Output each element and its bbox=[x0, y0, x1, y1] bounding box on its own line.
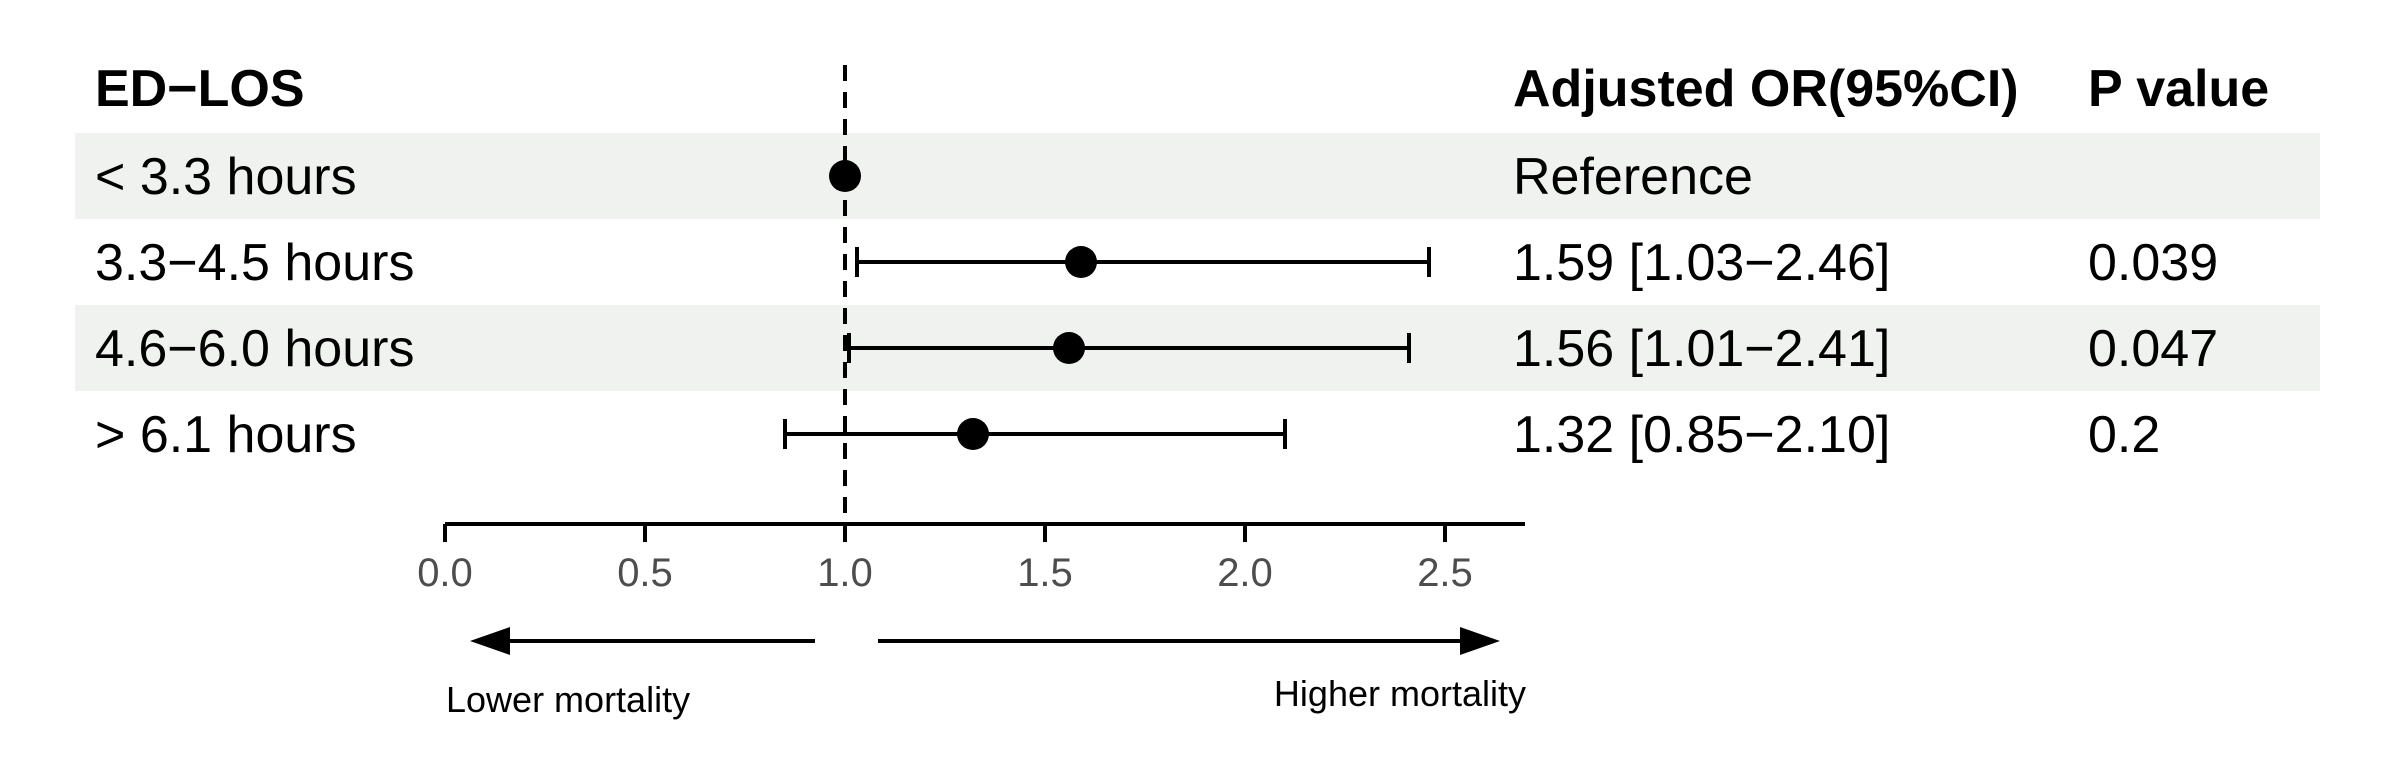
axis-tick-label: 1.5 bbox=[1017, 551, 1073, 595]
estimate-point bbox=[957, 418, 989, 450]
lower-mortality-label: Lower mortality bbox=[446, 679, 690, 720]
axis-tick-label: 1.0 bbox=[817, 551, 873, 595]
row-or-text: Reference bbox=[1513, 148, 1753, 206]
header-adjusted-or: Adjusted OR(95%CI) bbox=[1513, 60, 2019, 118]
axis-tick-label: 0.0 bbox=[417, 551, 473, 595]
estimate-marks bbox=[783, 160, 1431, 450]
row-stripe bbox=[75, 133, 2320, 219]
header-p-value: P value bbox=[2088, 60, 2269, 118]
row-label: < 3.3 hours bbox=[95, 148, 357, 206]
higher-arrow-head bbox=[1460, 627, 1500, 655]
estimate-point bbox=[829, 160, 861, 192]
header-group: ED−LOS bbox=[95, 60, 305, 118]
axis-tick-label: 2.0 bbox=[1217, 551, 1273, 595]
row-or-text: 1.32 [0.85−2.10] bbox=[1513, 406, 1890, 464]
row-or-text: 1.59 [1.03−2.46] bbox=[1513, 234, 1890, 292]
row-p-value: 0.047 bbox=[2088, 320, 2218, 378]
row-label: 4.6−6.0 hours bbox=[95, 320, 414, 378]
direction-arrows bbox=[470, 627, 1500, 655]
estimate-point bbox=[1065, 246, 1097, 278]
row-label: > 6.1 hours bbox=[95, 406, 357, 464]
row-texts: < 3.3 hours Reference 3.3−4.5 hours 1.59 [1… bbox=[95, 148, 2218, 464]
row-label: 3.3−4.5 hours bbox=[95, 234, 414, 292]
row-p-value: 0.2 bbox=[2088, 406, 2160, 464]
row-or-text: 1.56 [1.01−2.41] bbox=[1513, 320, 1890, 378]
higher-mortality-label: Higher mortality bbox=[1274, 673, 1526, 714]
lower-arrow-head bbox=[470, 627, 510, 655]
axis-tick-label: 2.5 bbox=[1417, 551, 1473, 595]
axis-tick-label: 0.5 bbox=[617, 551, 673, 595]
x-axis: 0.0 0.5 1.0 1.5 2.0 2.5 bbox=[417, 522, 1525, 595]
row-p-value: 0.039 bbox=[2088, 234, 2218, 292]
estimate-point bbox=[1053, 332, 1085, 364]
